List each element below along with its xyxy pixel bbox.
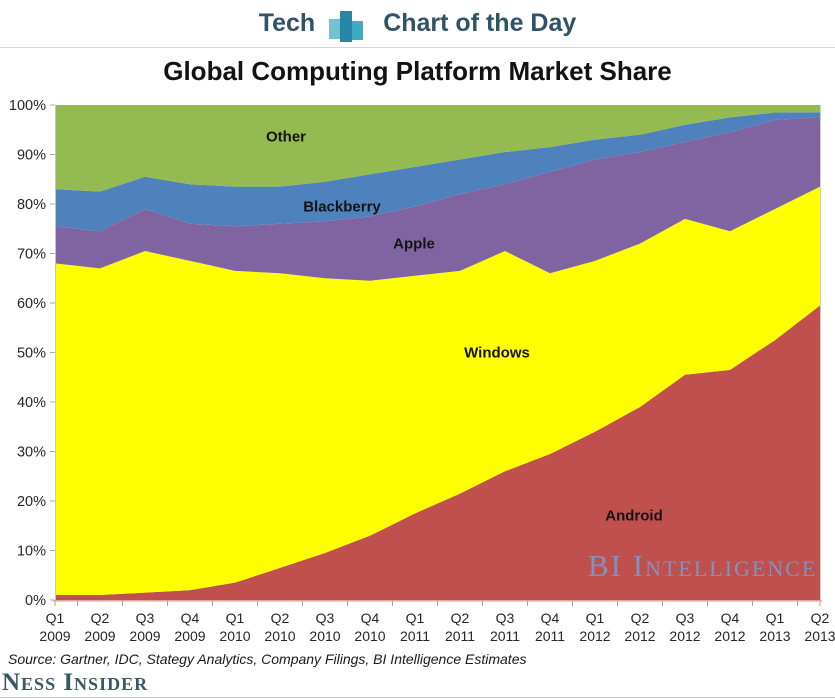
x-tick-label-year: 2011 [445, 628, 475, 644]
y-tick-label: 0% [25, 593, 46, 609]
x-tick-label-quarter: Q3 [496, 610, 515, 626]
x-tick-label-year: 2011 [535, 628, 565, 644]
y-tick-label: 60% [17, 296, 46, 312]
x-tick-label-year: 2013 [759, 628, 790, 644]
x-tick-label-year: 2010 [219, 628, 250, 644]
x-tick-label-quarter: Q3 [316, 610, 335, 626]
x-tick-label-quarter: Q4 [181, 610, 200, 626]
bottom-rule [0, 697, 835, 698]
x-tick-label-quarter: Q2 [631, 610, 650, 626]
x-tick-label-year: 2009 [174, 628, 205, 644]
area-windows [55, 186, 820, 596]
x-tick-label-quarter: Q2 [91, 610, 110, 626]
chart-title: Global Computing Platform Market Share [163, 56, 672, 86]
x-tick-label-year: 2009 [84, 628, 115, 644]
x-tick-label-year: 2010 [264, 628, 295, 644]
area-apple [55, 117, 820, 281]
x-tick-label-year: 2012 [624, 628, 655, 644]
footer-brand: Ness Insider [2, 669, 149, 696]
masthead-brand-suffix: Chart of the Day [383, 9, 577, 37]
area-android [55, 305, 820, 600]
x-tick-label-quarter: Q3 [676, 610, 695, 626]
y-tick-label: 30% [17, 445, 46, 461]
x-tick-label-year: 2011 [490, 628, 520, 644]
y-tick-label: 80% [17, 197, 46, 213]
source-note: Source: Gartner, IDC, Stategy Analytics,… [8, 651, 527, 667]
series-label-android: Android [605, 507, 663, 525]
x-tick-label-quarter: Q1 [226, 610, 245, 626]
x-tick-label-quarter: Q1 [766, 610, 785, 626]
y-tick-label: 70% [17, 247, 46, 263]
x-tick-label-quarter: Q4 [361, 610, 380, 626]
y-tick-label: 90% [17, 148, 46, 164]
masthead-brand-prefix: Tech [258, 9, 316, 37]
x-tick-label-quarter: Q1 [46, 610, 65, 626]
x-tick-label-year: 2011 [400, 628, 430, 644]
series-label-windows: Windows [464, 344, 530, 362]
series-label-apple: Apple [393, 235, 435, 253]
x-tick-label-quarter: Q2 [811, 610, 830, 626]
x-tick-label-year: 2009 [39, 628, 70, 644]
area-other [55, 105, 820, 192]
x-tick-label-year: 2012 [579, 628, 610, 644]
x-tick-label-quarter: Q2 [271, 610, 290, 626]
x-tick-label-year: 2013 [804, 628, 835, 644]
area-blackberry [55, 112, 820, 232]
x-tick-label-year: 2012 [669, 628, 700, 644]
masthead: Tech Chart of the Day [0, 0, 835, 48]
series-label-blackberry: Blackberry [303, 198, 381, 216]
x-tick-label-year: 2012 [714, 628, 745, 644]
x-tick-label-quarter: Q2 [451, 610, 470, 626]
series-label-other: Other [265, 128, 307, 146]
x-tick-label-year: 2010 [309, 628, 340, 644]
watermark: BI Intelligence [588, 548, 818, 583]
x-tick-label-quarter: Q1 [586, 610, 605, 626]
bar-chart-icon [329, 10, 364, 42]
y-tick-label: 100% [9, 98, 46, 114]
x-tick-label-quarter: Q3 [136, 610, 155, 626]
x-tick-label-year: 2010 [354, 628, 385, 644]
y-tick-label: 10% [17, 544, 46, 560]
y-tick-label: 40% [17, 395, 46, 411]
x-tick-label-quarter: Q1 [406, 610, 425, 626]
x-tick-label-quarter: Q4 [541, 610, 560, 626]
y-tick-label: 20% [17, 494, 46, 510]
y-tick-label: 50% [17, 346, 46, 362]
x-tick-label-quarter: Q4 [721, 610, 740, 626]
x-tick-label-year: 2009 [129, 628, 160, 644]
